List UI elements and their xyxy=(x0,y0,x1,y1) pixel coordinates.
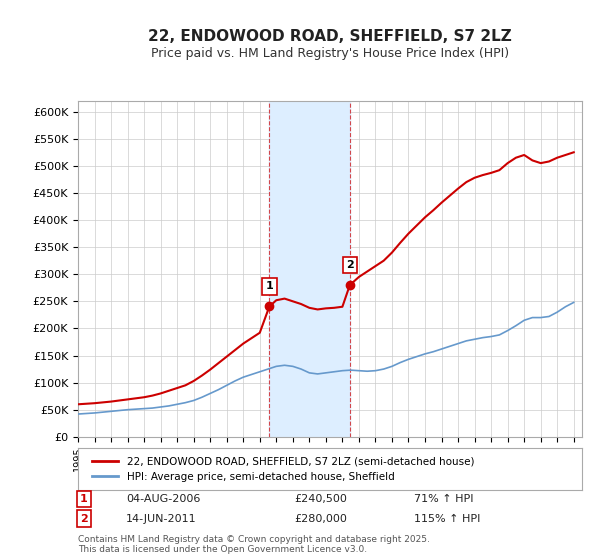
Bar xyxy=(269,101,350,437)
Text: 2: 2 xyxy=(80,514,88,524)
Text: 115% ↑ HPI: 115% ↑ HPI xyxy=(414,514,481,524)
Text: Contains HM Land Registry data © Crown copyright and database right 2025.
This d: Contains HM Land Registry data © Crown c… xyxy=(78,535,430,554)
Text: 04-AUG-2006: 04-AUG-2006 xyxy=(126,494,200,504)
Text: Price paid vs. HM Land Registry's House Price Index (HPI): Price paid vs. HM Land Registry's House … xyxy=(151,46,509,60)
Text: 14-JUN-2011: 14-JUN-2011 xyxy=(126,514,197,524)
Text: 1: 1 xyxy=(265,281,273,291)
Text: 71% ↑ HPI: 71% ↑ HPI xyxy=(414,494,473,504)
Text: 2: 2 xyxy=(346,260,354,270)
Text: £240,500: £240,500 xyxy=(294,494,347,504)
Legend: 22, ENDOWOOD ROAD, SHEFFIELD, S7 2LZ (semi-detached house), HPI: Average price, : 22, ENDOWOOD ROAD, SHEFFIELD, S7 2LZ (se… xyxy=(88,452,478,486)
Text: 22, ENDOWOOD ROAD, SHEFFIELD, S7 2LZ: 22, ENDOWOOD ROAD, SHEFFIELD, S7 2LZ xyxy=(148,29,512,44)
Text: 1: 1 xyxy=(80,494,88,504)
Text: £280,000: £280,000 xyxy=(294,514,347,524)
